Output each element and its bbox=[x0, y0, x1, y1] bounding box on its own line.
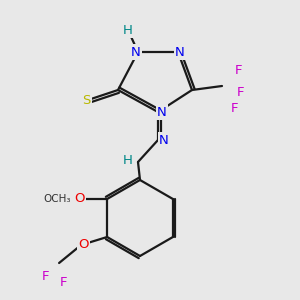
Text: F: F bbox=[231, 101, 239, 115]
Text: O: O bbox=[78, 238, 88, 251]
Text: OCH₃: OCH₃ bbox=[43, 194, 71, 204]
Text: F: F bbox=[59, 277, 67, 290]
Text: N: N bbox=[131, 46, 141, 59]
Text: H: H bbox=[123, 154, 133, 166]
Text: N: N bbox=[159, 134, 169, 146]
Text: S: S bbox=[82, 94, 90, 106]
Text: N: N bbox=[157, 106, 167, 118]
Text: N: N bbox=[175, 46, 185, 59]
Text: O: O bbox=[74, 193, 84, 206]
Text: F: F bbox=[234, 64, 242, 76]
Text: F: F bbox=[236, 85, 244, 98]
Text: F: F bbox=[41, 271, 49, 284]
Text: H: H bbox=[123, 23, 133, 37]
